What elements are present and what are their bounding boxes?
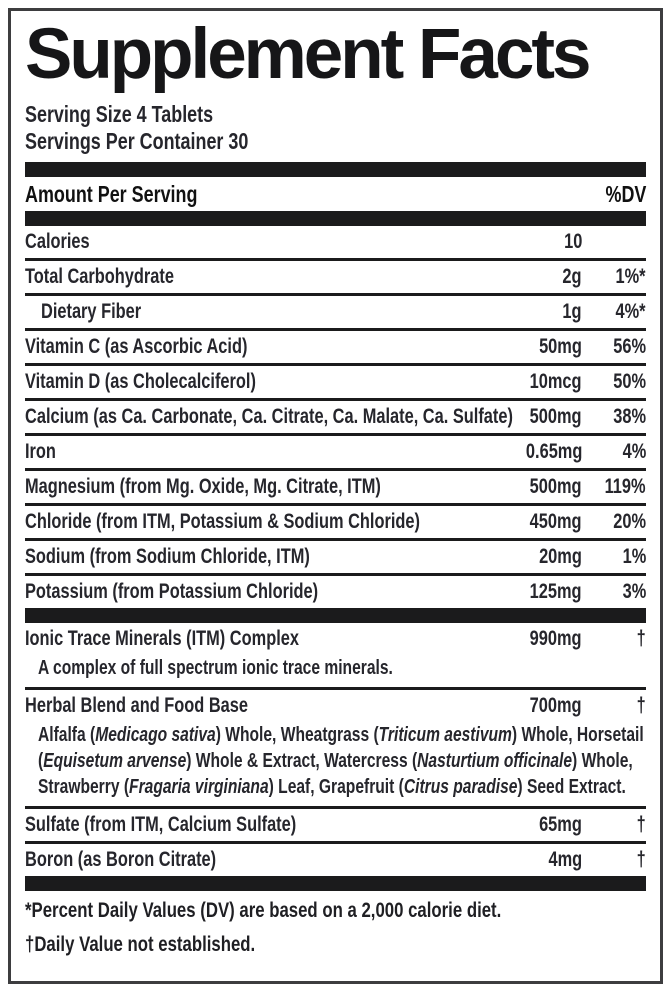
nutrient-dv: 3% <box>622 580 646 604</box>
nutrient-amount: 1g <box>562 300 582 324</box>
section-name: Ionic Trace Minerals (ITM) Complex <box>25 627 299 651</box>
nutrient-name: Total Carbohydrate <box>25 265 174 289</box>
nutrient-dv: 4%* <box>615 300 646 324</box>
section-description: A complex of full spectrum ionic trace m… <box>38 657 393 680</box>
nutrient-amount: 4mg <box>548 848 582 872</box>
nutrient-dv: † <box>636 848 646 872</box>
nutrient-row-chloride: Chloride (from ITM, Potassium & Sodium C… <box>25 506 646 542</box>
nutrient-name: Chloride (from ITM, Potassium & Sodium C… <box>25 510 420 534</box>
nutrient-name: Vitamin C (as Ascorbic Acid) <box>25 335 248 359</box>
nutrient-row-sodium: Sodium (from Sodium Chloride, ITM) 20mg … <box>25 541 646 577</box>
nutrient-amount: 65mg <box>539 813 582 837</box>
nutrient-amount: 10mcg <box>530 370 582 394</box>
divider-bar <box>25 608 646 624</box>
nutrient-name: Vitamin D (as Cholecalciferol) <box>25 370 256 394</box>
nutrient-name: Potassium (from Potassium Chloride) <box>25 580 319 604</box>
nutrient-rows: Calories 10 Total Carbohydrate 2g 1%* Di… <box>25 226 646 608</box>
nutrient-amount: 500mg <box>530 475 582 499</box>
nutrient-name: Dietary Fiber <box>41 300 142 324</box>
section-dv: † <box>636 627 646 651</box>
nutrient-row-calcium: Calcium (as Ca. Carbonate, Ca. Citrate, … <box>25 401 646 437</box>
section-amount: 990mg <box>530 627 582 651</box>
column-header-row: Amount Per Serving %DV <box>25 177 646 211</box>
nutrient-dv: 1% <box>622 545 646 569</box>
nutrient-amount: 2g <box>562 265 582 289</box>
serving-size: Serving Size 4 Tablets <box>25 101 646 128</box>
nutrient-name: Sulfate (from ITM, Calcium Sulfate) <box>25 813 297 837</box>
nutrient-row-calories: Calories 10 <box>25 226 646 262</box>
nutrient-name: Calories <box>25 230 90 254</box>
footnote-dv-not-established: †Daily Value not established. <box>25 932 256 957</box>
nutrient-name: Iron <box>25 440 56 464</box>
nutrient-amount: 0.65mg <box>525 440 582 464</box>
nutrient-row-sulfate: Sulfate (from ITM, Calcium Sulfate) 65mg… <box>25 809 646 845</box>
dv-header: %DV <box>605 180 646 207</box>
nutrient-row-vitamin-c: Vitamin C (as Ascorbic Acid) 50mg 56% <box>25 331 646 367</box>
nutrient-row-iron: Iron 0.65mg 4% <box>25 436 646 472</box>
nutrient-row-boron: Boron (as Boron Citrate) 4mg † <box>25 844 646 876</box>
section-description: Alfalfa (Medicago sativa) Whole, Wheatgr… <box>38 724 644 799</box>
nutrient-dv: 1%* <box>615 265 646 289</box>
nutrient-name: Calcium (as Ca. Carbonate, Ca. Citrate, … <box>25 405 513 429</box>
footnote-percent-dv: *Percent Daily Values (DV) are based on … <box>25 898 502 923</box>
section-row: Ionic Trace Minerals (ITM) Complex 990mg… <box>25 623 646 655</box>
nutrient-row-total-carbohydrate: Total Carbohydrate 2g 1%* <box>25 261 646 297</box>
divider-bar <box>25 162 646 178</box>
nutrient-row-dietary-fiber: Dietary Fiber 1g 4%* <box>25 296 646 332</box>
serving-size-text: Serving Size 4 Tablets <box>25 101 214 128</box>
amount-per-serving-header: Amount Per Serving <box>25 180 198 207</box>
section-ionic-trace-minerals: Ionic Trace Minerals (ITM) Complex 990mg… <box>25 623 646 691</box>
nutrient-dv: 119% <box>605 475 646 499</box>
divider-bar <box>25 876 646 892</box>
divider-bar <box>25 211 646 227</box>
section-amount: 700mg <box>530 694 582 718</box>
nutrient-amount: 50mg <box>539 335 582 359</box>
section-herbal-blend: Herbal Blend and Food Base 700mg † Alfal… <box>25 690 646 810</box>
nutrient-amount: 20mg <box>539 545 582 569</box>
servings-per-container: Servings Per Container 30 <box>25 128 646 155</box>
nutrient-dv: 20% <box>613 510 646 534</box>
nutrient-name: Magnesium (from Mg. Oxide, Mg. Citrate, … <box>25 475 381 499</box>
nutrient-row-potassium: Potassium (from Potassium Chloride) 125m… <box>25 576 646 608</box>
nutrient-dv: 50% <box>613 370 646 394</box>
nutrient-amount: 450mg <box>530 510 582 534</box>
nutrient-name: Boron (as Boron Citrate) <box>25 848 217 872</box>
nutrient-amount: 125mg <box>530 580 582 604</box>
panel-title: Supplement Facts <box>25 15 592 94</box>
section-dv: † <box>636 694 646 718</box>
nutrient-name: Sodium (from Sodium Chloride, ITM) <box>25 545 310 569</box>
supplement-facts-panel: Supplement Facts Serving Size 4 Tablets … <box>8 8 663 984</box>
section-row: Herbal Blend and Food Base 700mg † <box>25 690 646 722</box>
nutrient-row-magnesium: Magnesium (from Mg. Oxide, Mg. Citrate, … <box>25 471 646 507</box>
nutrient-amount: 10 <box>563 230 582 254</box>
nutrient-dv: 38% <box>613 405 646 429</box>
nutrient-dv: 4% <box>622 440 646 464</box>
nutrient-amount: 500mg <box>530 405 582 429</box>
servings-per-container-text: Servings Per Container 30 <box>25 128 249 155</box>
nutrient-row-vitamin-d: Vitamin D (as Cholecalciferol) 10mcg 50% <box>25 366 646 402</box>
section-name: Herbal Blend and Food Base <box>25 694 248 718</box>
nutrient-dv: † <box>636 813 646 837</box>
nutrient-dv: 56% <box>613 335 646 359</box>
